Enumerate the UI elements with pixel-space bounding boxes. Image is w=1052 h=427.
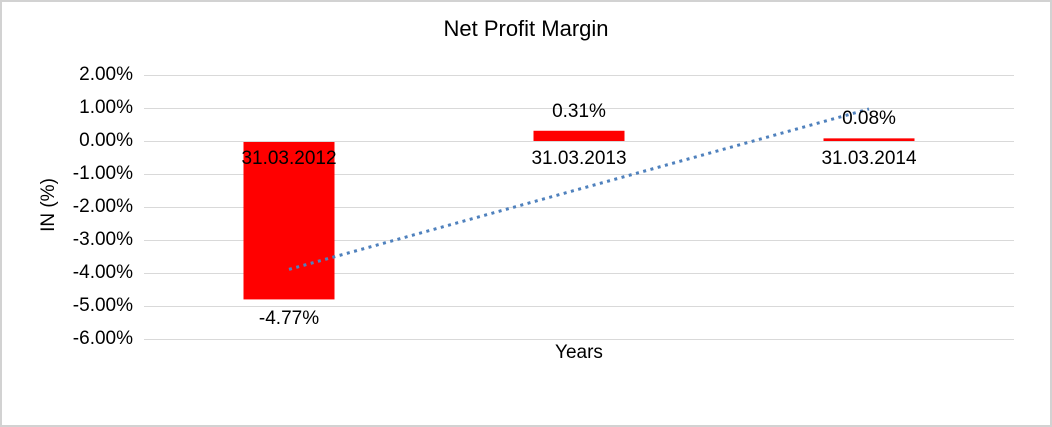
data-label: -4.77% xyxy=(258,308,320,330)
y-tick-label: -1.00% xyxy=(72,163,133,184)
y-tick-label: -2.00% xyxy=(72,196,133,217)
bar xyxy=(533,130,625,141)
y-tick-label: -4.00% xyxy=(72,262,133,283)
data-label: 0.31% xyxy=(552,100,606,122)
category-label: 31.03.2014 xyxy=(821,148,917,169)
y-tick-label: -5.00% xyxy=(72,295,133,316)
y-tick-label: 1.00% xyxy=(79,97,133,118)
y-tick-label: 0.00% xyxy=(79,130,133,151)
y-tick-label: 2.00% xyxy=(79,64,133,85)
bar xyxy=(243,142,335,300)
data-label: 0.08% xyxy=(842,108,896,130)
trendline xyxy=(288,107,870,271)
y-tick-label: -3.00% xyxy=(72,229,133,250)
x-axis-title: Years xyxy=(555,342,603,363)
chart-title: Net Profit Margin xyxy=(443,16,609,41)
y-tick-label: -6.00% xyxy=(72,328,133,349)
bar xyxy=(823,138,915,141)
category-label: 31.03.2013 xyxy=(531,148,627,169)
category-label: 31.03.2012 xyxy=(241,148,337,169)
